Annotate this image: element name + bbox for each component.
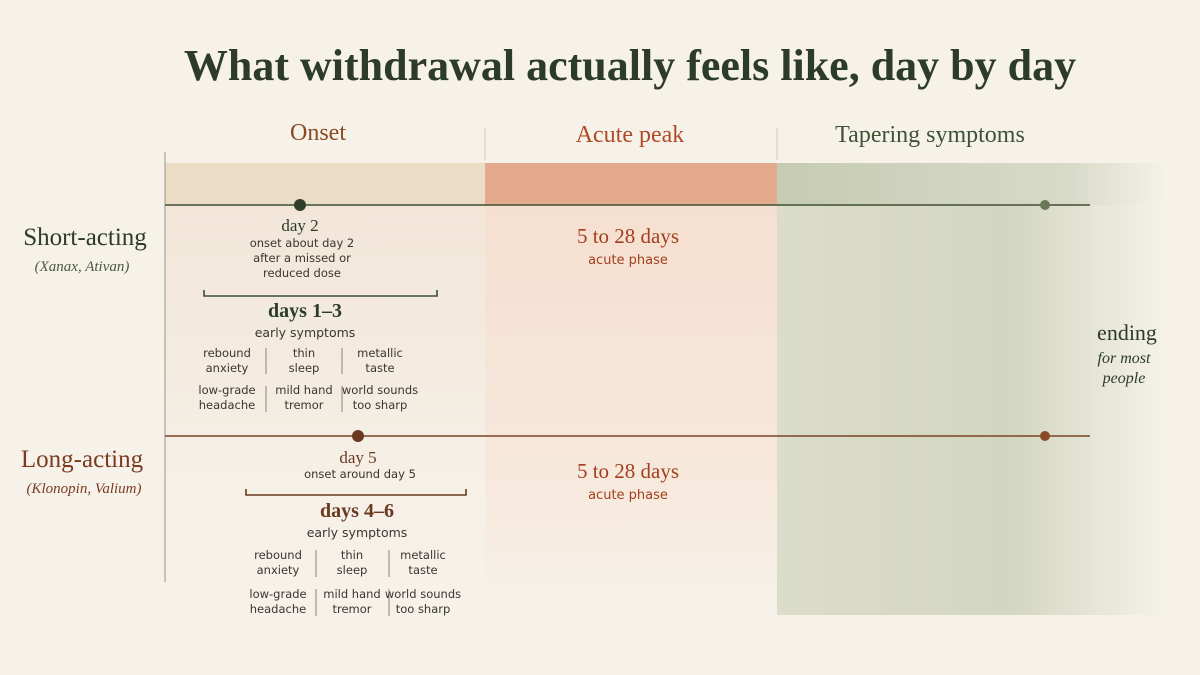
phase-label: Tapering symptoms — [835, 122, 1025, 148]
onset-day: day 2 — [281, 216, 319, 235]
phase-label: Onset — [290, 120, 346, 146]
end-dot — [1040, 200, 1050, 210]
onset-day: day 5 — [339, 448, 377, 467]
acute-range: 5 to 28 days — [576, 459, 680, 483]
symptom: metallic — [400, 548, 446, 562]
symptom: sleep — [336, 563, 368, 577]
symptom: thin — [340, 548, 364, 562]
onset-note: onset around day 5 — [304, 467, 416, 481]
ending-note: people — [1102, 370, 1146, 387]
onset-body — [165, 205, 485, 615]
symptom: metallic — [357, 346, 403, 360]
window: days 4–6 — [320, 500, 394, 522]
row-examples: (Klonopin, Valium) — [26, 481, 142, 497]
symptom: world sounds — [341, 383, 419, 397]
symptom: anxiety — [256, 563, 300, 577]
row-examples: (Xanax, Ativan) — [34, 259, 130, 275]
symptom: thin — [292, 346, 316, 360]
title: What withdrawal actually feels like, day… — [183, 41, 1077, 90]
onset-note: reduced dose — [263, 266, 341, 280]
ending: ending — [1097, 320, 1157, 345]
window-label: early symptoms — [306, 525, 408, 540]
symptom: world sounds — [384, 587, 462, 601]
symptom: rebound — [254, 548, 302, 562]
symptom: sleep — [288, 361, 320, 375]
symptom: headache — [198, 398, 256, 412]
symptom: tremor — [284, 398, 324, 412]
onset-note: onset about day 2 — [249, 236, 355, 250]
phase-label: Acute peak — [575, 122, 685, 148]
symptom: taste — [408, 563, 438, 577]
acute-body — [485, 205, 777, 615]
symptom: too sharp — [352, 398, 408, 412]
symptom: anxiety — [205, 361, 249, 375]
symptom: taste — [365, 361, 395, 375]
window-label: early symptoms — [254, 325, 356, 340]
symptom: mild hand — [323, 587, 381, 601]
acute-band — [485, 163, 777, 205]
end-dot — [1040, 431, 1050, 441]
symptom: rebound — [203, 346, 251, 360]
acute-label: acute phase — [588, 488, 668, 503]
onset-dot — [352, 430, 364, 442]
row-label: Long-acting — [20, 446, 144, 473]
row-label: Short-acting — [23, 224, 147, 251]
bracket — [203, 290, 438, 297]
symptom: low-grade — [198, 383, 256, 397]
onset-band — [165, 163, 485, 205]
separators — [265, 348, 390, 616]
taper-body — [777, 205, 1167, 615]
taper-band — [777, 163, 1167, 205]
onset-note: after a missed or — [253, 251, 351, 265]
acute-range: 5 to 28 days — [576, 224, 680, 248]
bracket — [245, 489, 467, 496]
symptom: headache — [249, 602, 307, 616]
onset-dot — [294, 199, 306, 211]
symptom: too sharp — [395, 602, 451, 616]
ending-note: for most — [1097, 350, 1151, 367]
symptom: mild hand — [275, 383, 333, 397]
acute-label: acute phase — [588, 253, 668, 268]
symptom: tremor — [332, 602, 372, 616]
window: days 1–3 — [268, 300, 342, 322]
symptom: low-grade — [249, 587, 307, 601]
